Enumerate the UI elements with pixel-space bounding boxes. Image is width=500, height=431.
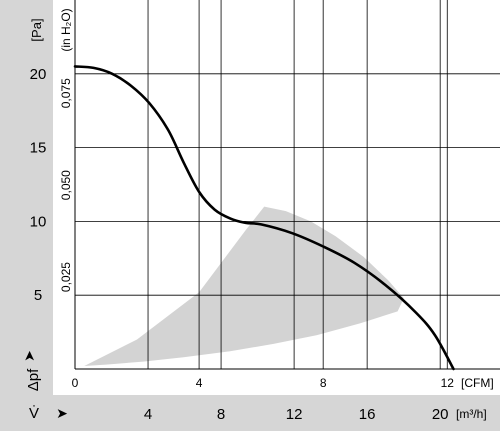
x-secondary-tick-label: 8 xyxy=(217,406,225,423)
x-secondary-tick-label: 16 xyxy=(359,406,376,423)
x-secondary-tick-label: 4 xyxy=(144,406,152,423)
y-secondary-tick-label: 0,025 xyxy=(59,262,73,292)
x-tick-label: 4 xyxy=(196,376,203,390)
y-secondary-unit-label: (in H₂O) xyxy=(59,8,73,51)
left-axis-band xyxy=(0,0,53,431)
bottom-axis-band xyxy=(0,395,500,431)
y-secondary-tick-label: 0,075 xyxy=(59,78,73,108)
y-tick-label: 20 xyxy=(30,66,47,83)
x-secondary-tick-label: 12 xyxy=(286,406,303,423)
y-tick-label: 15 xyxy=(30,140,47,157)
y-tick-label: 5 xyxy=(34,287,42,304)
tick-label-layer: 5 10 15 20 0,025 0,050 0,075 0 4 8 12 4 8 12 16 20 xyxy=(30,66,455,423)
x-secondary-tick-label: 20 xyxy=(432,406,449,423)
y-secondary-tick-label: 0,050 xyxy=(59,170,73,200)
fan-curve-line xyxy=(73,65,455,371)
y-tick-label: 10 xyxy=(30,213,47,230)
y-symbol-label: Δpf xyxy=(25,368,42,391)
x-symbol-label: V̇ xyxy=(29,405,39,422)
grid-layer xyxy=(74,0,500,370)
x-tick-label: 12 xyxy=(441,376,455,390)
y-unit-label: [Pa] xyxy=(29,18,44,41)
curve-layer xyxy=(73,65,455,371)
x-arrow-icon: ➤ xyxy=(56,405,68,421)
x-tick-label: 8 xyxy=(320,376,327,390)
x-tick-label: 0 xyxy=(72,376,79,390)
x-unit-label: [CFM] xyxy=(461,376,494,390)
x-secondary-unit-label: [m³/h] xyxy=(456,407,487,421)
y-arrow-icon: ➤ xyxy=(21,350,37,362)
